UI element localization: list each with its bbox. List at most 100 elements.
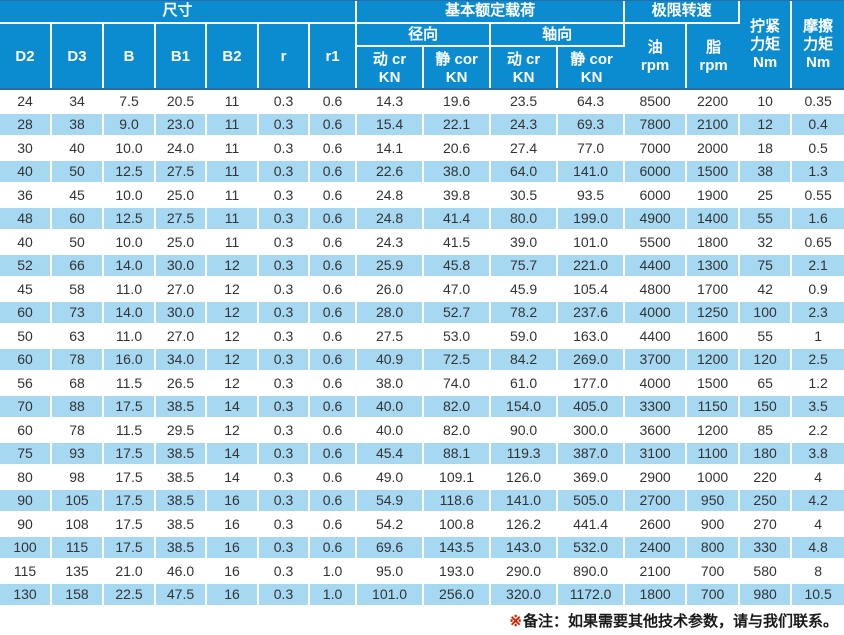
cell: 119.3 [491,442,559,466]
header-col-b1: B1 [156,24,207,90]
cell: 2900 [625,466,688,490]
cell: 0.35 [792,90,844,114]
cell: 78 [52,348,104,372]
cell: 27.0 [156,278,207,302]
cell: 1400 [687,207,741,231]
header-col-b2: B2 [207,24,259,90]
cell: 18 [740,137,793,161]
cell: 2.2 [792,419,844,443]
cell: 2100 [687,113,741,137]
cell: 115 [0,560,52,584]
cell: 20.5 [156,90,207,114]
cell: 16.0 [104,348,156,372]
cell: 14 [207,395,259,419]
cell: 17.5 [104,536,156,560]
cell: 24 [0,90,52,114]
table-body: 24 34 7.5 20.5 11 0.3 0.6 14.3 19.6 23.5 64.3 8500 2… [0,90,844,607]
header-dimensions-group: 尺寸 [0,0,358,24]
cell: 56 [0,372,52,396]
cell: 40 [0,160,52,184]
cell: 4 [792,513,844,537]
cell: 1150 [687,395,741,419]
cell: 101.0 [558,231,626,255]
cell: 2000 [687,137,741,161]
cell: 0.3 [259,442,310,466]
table-row: 30 40 10.0 24.0 11 0.3 0.6 14.1 20.6 27.4 77.0 7000… [0,137,844,161]
cell: 38.5 [156,513,207,537]
cell: 50 [52,231,104,255]
cell: 39.0 [491,231,559,255]
cell: 27.4 [491,137,559,161]
cell: 11 [207,207,259,231]
cell: 45.8 [424,254,492,278]
cell: 1700 [687,278,741,302]
cell: 150 [740,395,793,419]
cell: 0.6 [310,419,358,443]
cell: 24.8 [357,184,425,208]
cell: 0.3 [259,513,310,537]
table-row: 56 68 11.5 26.5 12 0.3 0.6 38.0 74.0 61.0 177.0 400… [0,372,844,396]
cell: 0.3 [259,184,310,208]
cell: 1250 [687,301,741,325]
cell: 22.6 [357,160,425,184]
cell: 16 [207,489,259,513]
cell: 27.5 [357,325,425,349]
cell: 135 [52,560,104,584]
cell: 45.9 [491,278,559,302]
cell: 38 [52,113,104,137]
cell: 220 [740,466,793,490]
header-col-r1: r1 [310,24,358,90]
cell: 143.0 [491,536,559,560]
cell: 45.4 [357,442,425,466]
cell: 4400 [625,254,688,278]
cell: 24.0 [156,137,207,161]
header-col-b: B [104,24,156,90]
cell: 24.3 [357,231,425,255]
cell: 66 [52,254,104,278]
cell: 0.3 [259,90,310,114]
cell: 14.1 [357,137,425,161]
cell: 22.5 [104,583,156,607]
table-row: 70 88 17.5 38.5 14 0.3 0.6 40.0 82.0 154.0 405.0 33… [0,395,844,419]
cell: 3300 [625,395,688,419]
header-axial-static: 静 cor KN [558,47,626,90]
cell: 60 [52,207,104,231]
cell: 0.6 [310,137,358,161]
cell: 0.65 [792,231,844,255]
cell: 55 [740,325,793,349]
cell: 23.5 [491,90,559,114]
cell: 17.5 [104,395,156,419]
cell: 3.8 [792,442,844,466]
cell: 38.5 [156,489,207,513]
cell: 100.8 [424,513,492,537]
cell: 98 [52,466,104,490]
cell: 1300 [687,254,741,278]
cell: 69.6 [357,536,425,560]
header-axial-dynamic: 动 cr KN [491,47,559,90]
cell: 0.9 [792,278,844,302]
cell: 11.0 [104,278,156,302]
header-tightening-torque: 拧紧 力矩 Nm [740,0,793,90]
cell: 330 [740,536,793,560]
cell: 12 [207,372,259,396]
cell: 25.0 [156,184,207,208]
cell: 270 [740,513,793,537]
cell: 0.6 [310,254,358,278]
cell: 369.0 [558,466,626,490]
cell: 14.0 [104,301,156,325]
cell: 25.9 [357,254,425,278]
cell: 1100 [687,442,741,466]
cell: 0.3 [259,348,310,372]
cell: 10.0 [104,184,156,208]
cell: 199.0 [558,207,626,231]
cell: 4.8 [792,536,844,560]
table-row: 60 73 14.0 30.0 12 0.3 0.6 28.0 52.7 78.2 237.6 400… [0,301,844,325]
cell: 0.6 [310,90,358,114]
cell: 11 [207,90,259,114]
cell: 11 [207,137,259,161]
cell: 88.1 [424,442,492,466]
cell: 11 [207,184,259,208]
cell: 154.0 [491,395,559,419]
cell: 0.3 [259,160,310,184]
